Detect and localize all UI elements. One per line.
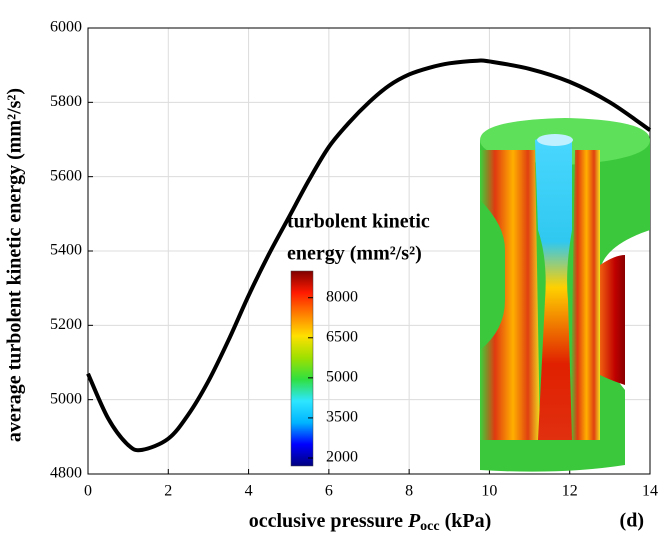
x-tick-label: 2	[164, 483, 172, 500]
x-axis-label: occlusive pressure Pocc (kPa)	[249, 510, 492, 535]
y-tick-label: 6000	[50, 19, 82, 36]
colorbar-tick-label: 2000	[326, 449, 358, 466]
x-tick-label: 0	[84, 483, 92, 500]
x-tick-label: 4	[245, 483, 253, 500]
plot-frame	[87, 27, 651, 475]
colorbar-tick-label: 5000	[326, 369, 358, 386]
cut-face-right	[570, 150, 600, 440]
bore	[537, 134, 573, 146]
y-axis-label: average turbolent kinetic energy (mm²/s²…	[4, 88, 26, 442]
x-tick-label: 10	[481, 483, 497, 500]
colorbar-title: turbolent kinetic	[287, 211, 430, 233]
panel-label: (d)	[620, 510, 644, 532]
x-tick-label: 8	[405, 483, 413, 500]
y-tick-label: 5800	[50, 93, 82, 110]
colorbar-tick-label: 3500	[326, 409, 358, 426]
inset-render	[480, 118, 650, 472]
x-axis-label-part: occlusive pressure	[249, 510, 408, 532]
x-axis-label-part: P	[407, 510, 421, 532]
colorbar-tick-label: 6500	[326, 328, 358, 345]
colorbar-tick-label: 8000	[326, 288, 358, 305]
x-axis-label-part: occ	[420, 519, 439, 534]
right-side	[600, 255, 625, 385]
y-tick-label: 4800	[50, 465, 82, 482]
channel	[535, 135, 572, 440]
colorbar-title: energy (mm²/s²)	[287, 243, 422, 265]
y-tick-label: 5400	[50, 242, 82, 259]
colorbar: turbolent kinetic energy (mm²/s²) 2000 3500…	[287, 211, 430, 467]
y-tick-label: 5600	[50, 167, 82, 184]
y-tick-label: 5000	[50, 390, 82, 407]
x-tick-label: 14	[642, 483, 658, 500]
cut-face	[480, 150, 540, 440]
line	[86, 58, 652, 453]
colorbar-scale	[290, 270, 314, 467]
x-tick-label: 12	[562, 483, 578, 500]
x-axis-label-part: (kPa)	[440, 510, 492, 532]
y-tick-label: 5200	[50, 316, 82, 333]
x-tick-label: 6	[325, 483, 333, 500]
